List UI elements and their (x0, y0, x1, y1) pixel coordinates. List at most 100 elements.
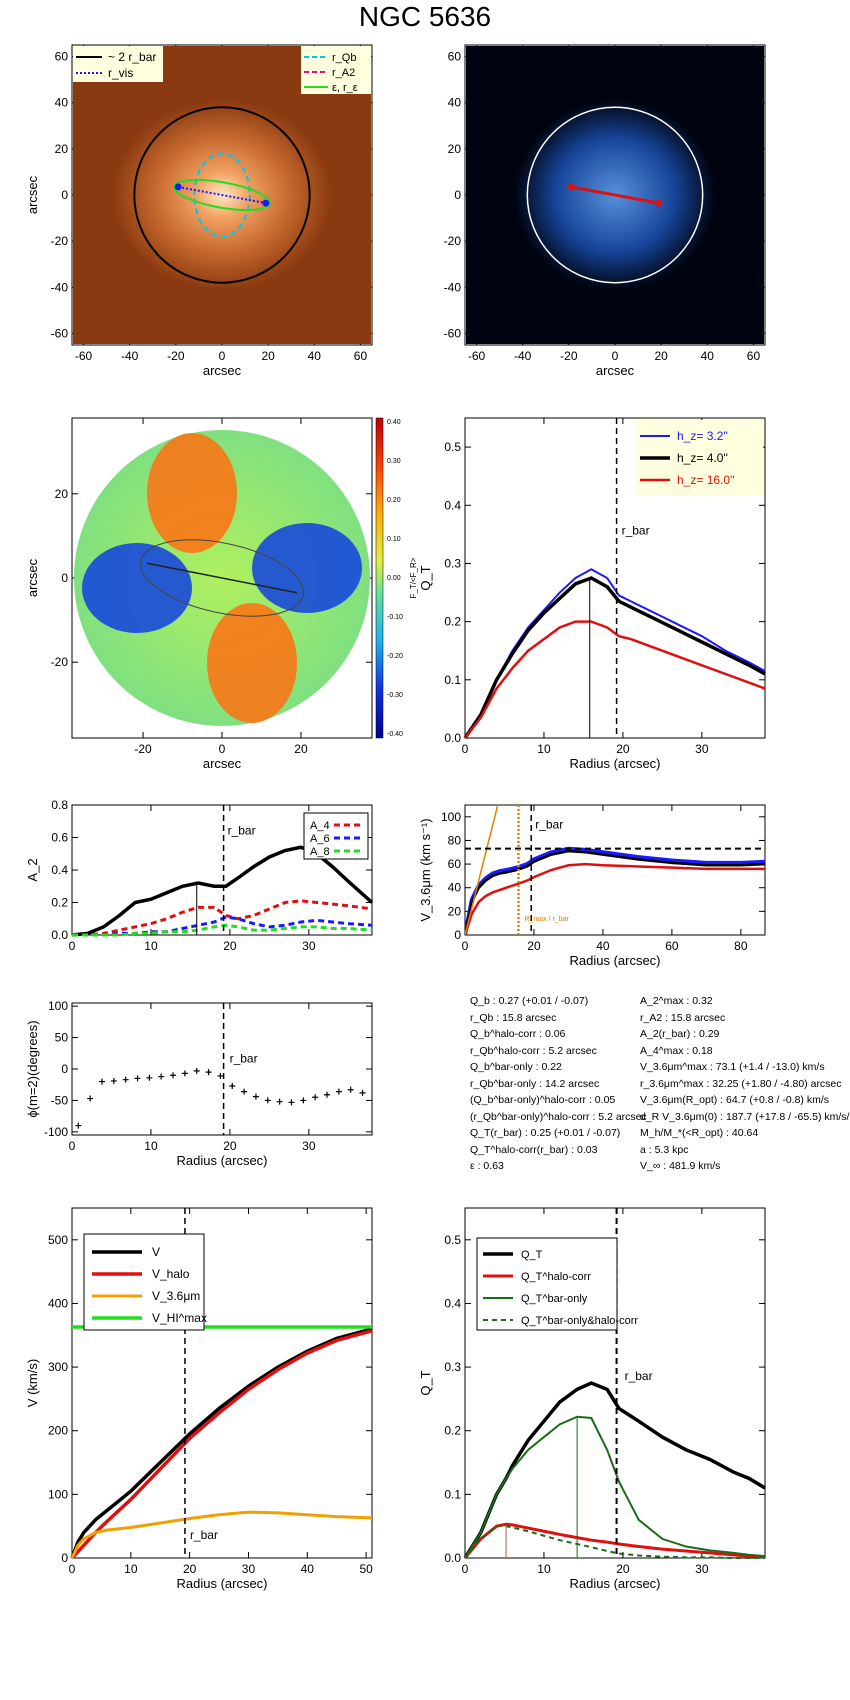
x-tick-label: -60 (468, 349, 486, 363)
x-tick-label: 40 (308, 349, 322, 363)
x-tick-label: 0 (219, 742, 226, 756)
rbar-label: r_bar (622, 523, 650, 537)
series-V_halo (70, 1329, 373, 1560)
x-axis-label: Radius (arcsec) (176, 1153, 267, 1168)
y-tick-label: -100 (44, 1125, 68, 1139)
legend-item: h_z= 3.2'' (677, 429, 728, 443)
x-tick-label: 80 (734, 939, 748, 953)
phase-point (264, 1097, 271, 1104)
stat-left-0: Q_b : 0.27 (+0.01 / -0.07) (470, 995, 589, 1007)
x-tick-label: 10 (537, 742, 551, 756)
legend-item: V_halo (152, 1267, 190, 1281)
legend-item: A_8 (310, 846, 330, 858)
phase-point (134, 1075, 141, 1082)
y-tick-label: -50 (51, 1093, 69, 1107)
colorbar-label: F_T/<F_R> (409, 557, 418, 598)
stat-right-3: A_4^max : 0.18 (640, 1044, 713, 1057)
plot-frame (464, 1207, 766, 1559)
series-blue (465, 846, 765, 935)
phase-point (359, 1089, 366, 1096)
y-tick-label: 0.5 (444, 440, 461, 454)
y-tick-label: 0.6 (51, 831, 68, 845)
plot-frame (71, 44, 373, 346)
y-tick-label: -40 (444, 280, 462, 294)
y-tick-label: 100 (441, 810, 461, 824)
legend-item: A_4 (310, 820, 330, 832)
legend-item: ~ 2 r_bar (108, 50, 156, 64)
legend-box (83, 1233, 205, 1331)
x-tick-label: 20 (616, 1562, 630, 1576)
legend-item: V_HI^max (152, 1311, 207, 1325)
x-tick-label: 20 (223, 1139, 237, 1153)
colorbar-tick-label: 0.40 (387, 419, 401, 426)
phase-point (99, 1078, 105, 1085)
x-tick-label: 20 (223, 939, 237, 953)
y-tick-label: 0 (61, 571, 68, 585)
stat-right-7: d_R V_3.6μm(0) : 187.7 (+17.8 / -65.5) k… (640, 1110, 850, 1123)
chart-ratio_map: -20 0 20 -20 0 20 arcsec arcsec 0.40 0.30 0.20 0.10… (25, 417, 418, 771)
stat-left-10: ε : 0.63 (470, 1160, 504, 1172)
y-tick-label: 50 (55, 1031, 69, 1045)
series-A_4 (72, 899, 373, 937)
y-axis-label: Q_T (418, 1370, 433, 1395)
x-tick-label: -20 (167, 349, 185, 363)
y-tick-label: 20 (448, 904, 462, 918)
bar-end-marker (655, 199, 663, 207)
phase-point (276, 1098, 283, 1105)
y-axis-label: arcsec (25, 175, 40, 214)
x-axis-label: arcsec (203, 756, 242, 771)
y-tick-label: 0.2 (51, 896, 68, 910)
y-tick-label: 200 (48, 1424, 68, 1438)
colorbar (375, 417, 384, 739)
x-tick-label: 0 (69, 1562, 76, 1576)
stat-right-10: V_∞ : 481.9 km/s (640, 1160, 721, 1172)
stat-right-9: a : 5.3 kpc (640, 1143, 689, 1156)
inner-slope-line (465, 805, 499, 935)
x-tick-label: -40 (121, 349, 139, 363)
x-tick-label: 20 (654, 349, 668, 363)
y-tick-label: 0.0 (51, 928, 68, 942)
legend-item: Q_T (521, 1249, 543, 1261)
y-tick-label: 400 (48, 1296, 68, 1310)
stat-right-1: r_A2 : 15.8 arcsec (640, 1011, 726, 1024)
y-tick-label: 20 (55, 487, 69, 501)
y-tick-label: 40 (448, 96, 462, 110)
y-axis-label: ϕ(m=2)(degrees) (25, 1020, 40, 1117)
legend-item: r_Qb (332, 52, 356, 64)
y-tick-label: -20 (444, 234, 462, 248)
x-tick-label: 10 (537, 1562, 551, 1576)
legend-item: V (152, 1245, 160, 1259)
legend-item: A_6 (310, 833, 330, 845)
phase-point (335, 1088, 342, 1095)
phase-point (312, 1094, 319, 1101)
y-tick-label: 20 (448, 142, 462, 156)
legend-item: ε, r_ε (332, 82, 358, 94)
series-h_z= 16.0'' (464, 620, 766, 739)
x-tick-label: -20 (560, 349, 578, 363)
series-Q_T^bar-only (464, 1415, 766, 1559)
x-axis-label: arcsec (596, 363, 635, 378)
phase-point (146, 1074, 153, 1081)
colorbar-tick-label: -0.20 (387, 653, 403, 660)
phase-point (217, 1072, 224, 1079)
legend-item: V_3.6μm (152, 1289, 200, 1303)
rbar-label: r_bar (535, 818, 563, 832)
y-tick-label: 80 (448, 833, 462, 847)
stat-right-0: A_2^max : 0.32 (640, 995, 713, 1007)
rqb-ellipse (193, 152, 251, 238)
chart-rotation_obs: 0 20 40 60 80 0 20 40 60 80 100 Radius (arcsec) V_3.… (418, 804, 766, 968)
colorbar-tick-label: -0.40 (387, 731, 403, 738)
bar-line (570, 185, 660, 205)
phase-point (324, 1091, 330, 1098)
bar-circle (133, 106, 311, 284)
phase-point (193, 1067, 200, 1074)
y-tick-label: 0.4 (51, 863, 68, 877)
phase-point (170, 1072, 177, 1079)
y-tick-label: 0.8 (51, 798, 68, 812)
phase-point (241, 1088, 248, 1095)
x-axis-label: Radius (arcsec) (569, 953, 660, 968)
positive-lobe (207, 603, 297, 723)
y-tick-label: 20 (55, 142, 69, 156)
y-tick-label: -20 (51, 234, 69, 248)
